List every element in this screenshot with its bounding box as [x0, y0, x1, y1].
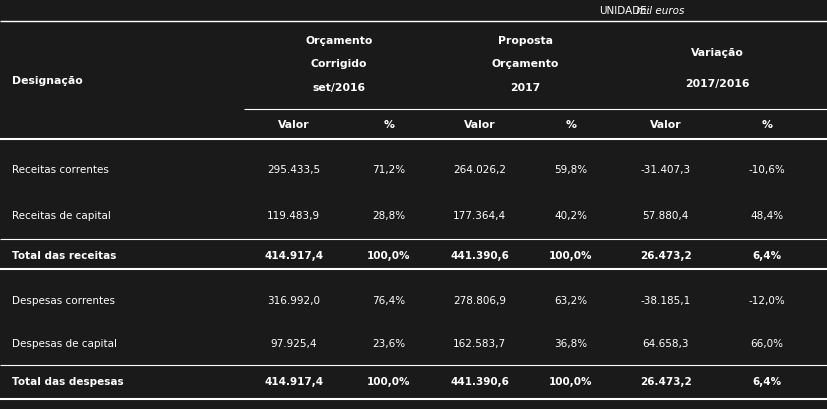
- Text: -12,0%: -12,0%: [748, 296, 786, 306]
- Text: Receitas de capital: Receitas de capital: [12, 211, 112, 221]
- Text: 26.473,2: 26.473,2: [640, 376, 691, 386]
- Text: set/2016: set/2016: [313, 83, 366, 93]
- Text: %: %: [383, 120, 394, 130]
- Text: 2017: 2017: [510, 83, 540, 93]
- Text: Orçamento: Orçamento: [491, 59, 559, 69]
- Text: 119.483,9: 119.483,9: [267, 211, 320, 221]
- Text: 316.992,0: 316.992,0: [267, 296, 320, 306]
- Text: Orçamento: Orçamento: [305, 36, 373, 46]
- Text: -10,6%: -10,6%: [748, 164, 786, 175]
- Text: 414.917,4: 414.917,4: [264, 250, 323, 261]
- Text: 36,8%: 36,8%: [554, 338, 587, 348]
- Text: 6,4%: 6,4%: [753, 250, 782, 261]
- Text: 48,4%: 48,4%: [750, 211, 784, 221]
- Text: Despesas de capital: Despesas de capital: [12, 338, 117, 348]
- Text: 177.364,4: 177.364,4: [453, 211, 506, 221]
- Text: %: %: [565, 120, 576, 130]
- Text: 295.433,5: 295.433,5: [267, 164, 320, 175]
- Text: 66,0%: 66,0%: [751, 338, 783, 348]
- Text: mil euros: mil euros: [633, 6, 685, 16]
- Text: 97.925,4: 97.925,4: [270, 338, 317, 348]
- Text: Total das receitas: Total das receitas: [12, 250, 117, 261]
- Text: 71,2%: 71,2%: [372, 164, 405, 175]
- Text: 63,2%: 63,2%: [554, 296, 587, 306]
- Text: Proposta: Proposta: [498, 36, 552, 46]
- Text: 26.473,2: 26.473,2: [640, 250, 691, 261]
- Text: Valor: Valor: [278, 120, 309, 130]
- Text: 23,6%: 23,6%: [372, 338, 405, 348]
- Text: 6,4%: 6,4%: [753, 376, 782, 386]
- Text: %: %: [762, 120, 772, 130]
- Text: 59,8%: 59,8%: [554, 164, 587, 175]
- Text: Valor: Valor: [464, 120, 495, 130]
- Text: UNIDADE:: UNIDADE:: [600, 6, 651, 16]
- Text: 100,0%: 100,0%: [367, 250, 410, 261]
- Text: 2017/2016: 2017/2016: [686, 79, 749, 88]
- Text: Corrigido: Corrigido: [311, 59, 367, 69]
- Text: 76,4%: 76,4%: [372, 296, 405, 306]
- Text: 441.390,6: 441.390,6: [450, 376, 509, 386]
- Text: 441.390,6: 441.390,6: [450, 250, 509, 261]
- Text: 162.583,7: 162.583,7: [453, 338, 506, 348]
- Text: Total das despesas: Total das despesas: [12, 376, 124, 386]
- Text: 100,0%: 100,0%: [549, 376, 592, 386]
- Text: Receitas correntes: Receitas correntes: [12, 164, 109, 175]
- Text: Valor: Valor: [650, 120, 681, 130]
- Text: 100,0%: 100,0%: [549, 250, 592, 261]
- Text: 40,2%: 40,2%: [554, 211, 587, 221]
- Text: 278.806,9: 278.806,9: [453, 296, 506, 306]
- Text: 100,0%: 100,0%: [367, 376, 410, 386]
- Text: -31.407,3: -31.407,3: [641, 164, 691, 175]
- Text: 57.880,4: 57.880,4: [643, 211, 689, 221]
- Text: 414.917,4: 414.917,4: [264, 376, 323, 386]
- Text: 28,8%: 28,8%: [372, 211, 405, 221]
- Text: Despesas correntes: Despesas correntes: [12, 296, 116, 306]
- Text: Designação: Designação: [12, 76, 84, 86]
- Text: Variação: Variação: [691, 48, 743, 58]
- Text: 264.026,2: 264.026,2: [453, 164, 506, 175]
- Text: -38.185,1: -38.185,1: [641, 296, 691, 306]
- Text: 64.658,3: 64.658,3: [643, 338, 689, 348]
